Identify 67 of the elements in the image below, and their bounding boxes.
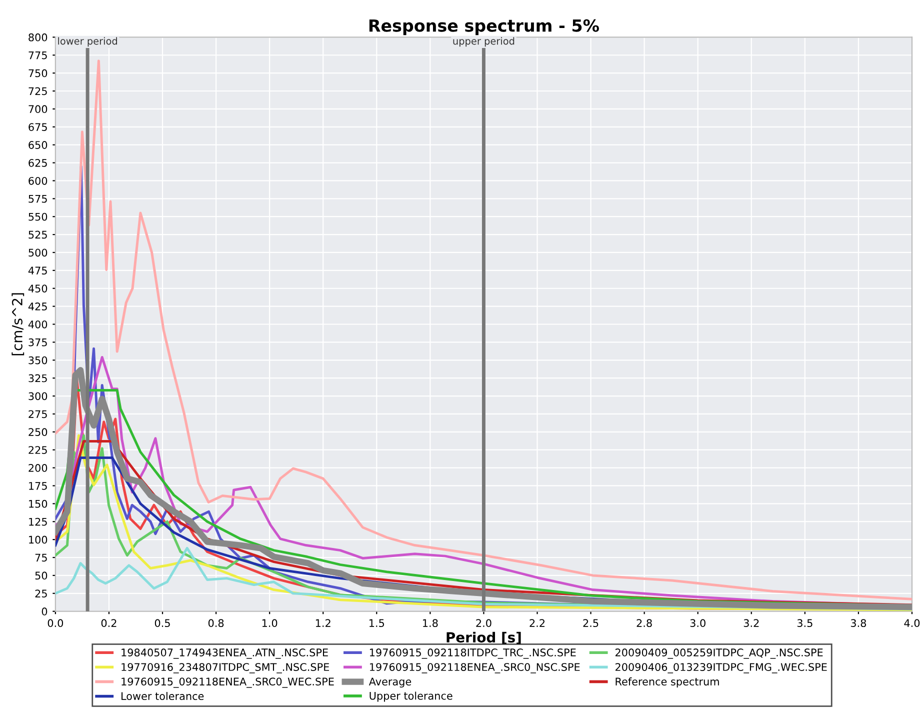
y-tick-label: 300 xyxy=(28,392,48,400)
y-tick-label: 375 xyxy=(28,338,47,346)
x-tick-label: 3.8 xyxy=(850,619,866,628)
ref-line-label: upper period xyxy=(453,37,514,47)
y-tick-label: 25 xyxy=(35,590,47,598)
legend-label: 19770916_234807ITDPC_SMT_.NSC.SPE xyxy=(122,663,329,674)
x-tick-label: 2.8 xyxy=(636,619,652,628)
y-tick-label: 800 xyxy=(28,33,48,42)
y-tick-label: 225 xyxy=(28,446,47,454)
y-axis-title: [cm/s^2] xyxy=(12,293,24,356)
y-tick-label: 275 xyxy=(28,410,47,418)
x-tick-label: 1.8 xyxy=(423,619,438,628)
y-tick-label: 700 xyxy=(28,105,48,114)
y-tick-label: 400 xyxy=(28,320,48,328)
y-tick-label: 0 xyxy=(42,608,48,616)
x-tick-label: 2.5 xyxy=(583,619,598,628)
y-tick-label: 75 xyxy=(35,554,47,562)
y-tick-label: 525 xyxy=(28,230,47,239)
legend-label: 20090409_005259ITDPC_AQP_.NSC.SPE xyxy=(615,648,823,659)
legend-label: Average xyxy=(368,678,412,688)
x-tick-label: 1.5 xyxy=(370,619,384,628)
legend-label: 20090406_013239ITDPC_FMG_.WEC.SPE xyxy=(615,663,827,674)
x-tick-label: 0.5 xyxy=(154,619,170,628)
legend-label: Lower tolerance xyxy=(122,692,204,700)
x-tick-label: 4.0 xyxy=(904,619,920,628)
x-tick-label: 0.8 xyxy=(208,619,224,628)
y-tick-label: 250 xyxy=(28,428,48,436)
legend-label: Upper tolerance xyxy=(370,692,452,702)
ref-line-label: lower period xyxy=(58,37,117,47)
y-tick-label: 150 xyxy=(29,500,48,508)
chart-title: Response spectrum - 5% xyxy=(369,19,599,36)
line-series xyxy=(55,60,912,600)
x-tick-label: 1.0 xyxy=(262,619,278,628)
y-tick-label: 675 xyxy=(28,123,47,131)
legend-label: 19760915_092118ITDPC_TRC_.NSC.SPE xyxy=(370,648,576,659)
y-tick-label: 325 xyxy=(28,374,47,382)
x-tick-label: 0.2 xyxy=(101,619,116,628)
y-tick-label: 650 xyxy=(28,141,48,149)
x-tick-label: 2.2 xyxy=(530,619,544,627)
legend-label: 19760915_092118ENEA_.SRC0_NSC.SPE xyxy=(370,663,580,674)
y-tick-label: 200 xyxy=(28,464,48,472)
legend-label: 19840507_174943ENEA_.ATN_.NSC.SPE xyxy=(122,648,328,659)
legend-label: 19760915_092118ENEA_.SRC0_WEC.SPE xyxy=(122,678,334,688)
y-tick-label: 175 xyxy=(29,482,47,490)
y-tick-label: 775 xyxy=(28,51,47,60)
y-tick-label: 725 xyxy=(28,87,47,96)
y-tick-label: 500 xyxy=(28,248,48,257)
y-tick-label: 625 xyxy=(28,159,47,167)
y-tick-label: 450 xyxy=(28,284,48,292)
x-tick-label: 1.2 xyxy=(316,619,330,627)
y-tick-label: 575 xyxy=(28,195,47,203)
y-tick-label: 475 xyxy=(28,266,47,275)
x-tick-label: 0.0 xyxy=(48,619,64,628)
legend-label: Reference spectrum xyxy=(616,677,719,688)
x-tick-label: 2.0 xyxy=(476,619,492,628)
x-tick-label: 3.0 xyxy=(690,619,706,628)
y-tick-label: 425 xyxy=(28,302,47,310)
y-tick-label: 600 xyxy=(28,176,48,185)
y-tick-label: 350 xyxy=(28,356,48,364)
y-tick-label: 50 xyxy=(35,572,48,580)
x-tick-label: 3.2 xyxy=(744,619,759,628)
x-axis-title: Period [s] xyxy=(446,632,521,644)
y-tick-label: 125 xyxy=(29,518,47,526)
y-tick-label: 550 xyxy=(28,212,48,221)
y-tick-label: 750 xyxy=(28,69,48,78)
x-tick-label: 3.5 xyxy=(797,619,812,628)
y-tick-label: 100 xyxy=(29,536,48,544)
